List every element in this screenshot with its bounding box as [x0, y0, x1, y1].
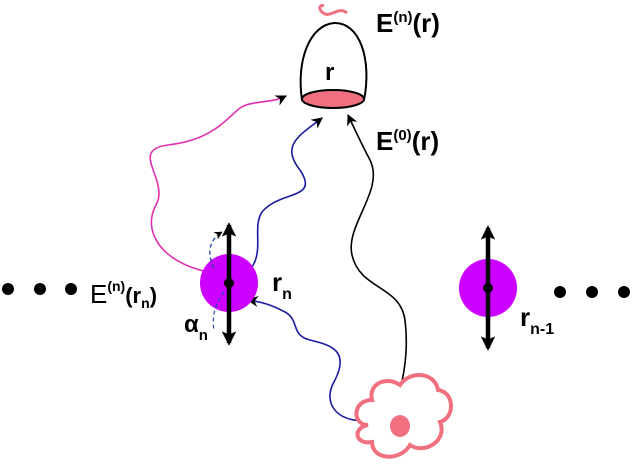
detector-field-label: E(n)(r) [376, 8, 440, 38]
ellipsis-left [2, 283, 77, 295]
incident-field-label: E(0)(r) [376, 126, 439, 156]
dipole-to-detector-path [239, 117, 323, 279]
dipole-n-minus-1-position-label: rn-1 [520, 302, 554, 338]
dipole-particle-icon [200, 222, 258, 346]
dipole-particle-icon [459, 225, 517, 351]
ellipsis-right [554, 286, 630, 298]
cloud-source-icon [354, 373, 453, 459]
detector-cup-icon [299, 4, 368, 109]
direct-path [347, 113, 408, 426]
detector-point-label: r [325, 59, 334, 86]
incident-path [246, 295, 373, 422]
dipole-n-position-label: rn [272, 267, 292, 303]
polarizability-label: αn [184, 311, 208, 344]
field-at-dipole-label: E(n)(rn) [90, 278, 157, 311]
scattered-path [149, 95, 288, 273]
